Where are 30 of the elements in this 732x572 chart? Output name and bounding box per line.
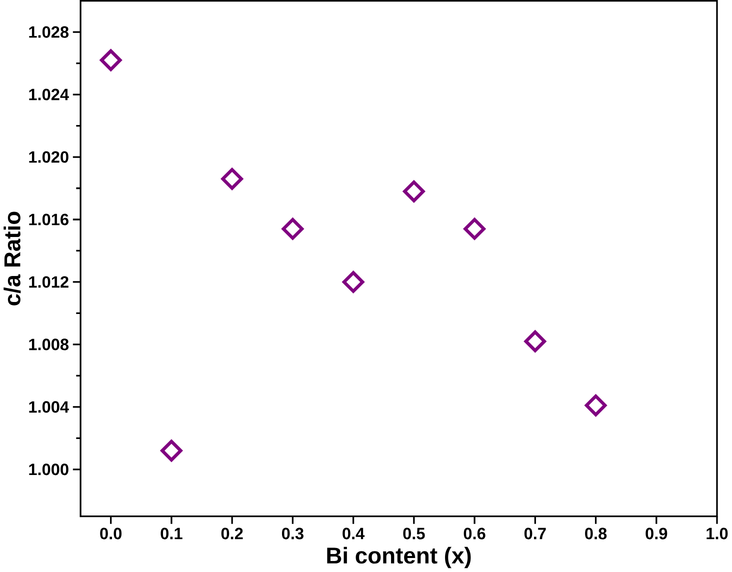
point [100, 49, 122, 72]
x-tick-label: 0.9 [646, 528, 668, 540]
point [584, 394, 607, 416]
y-tick-label: 1.020 [29, 151, 68, 163]
point [221, 168, 243, 190]
y-tick-label: 1.016 [29, 214, 68, 226]
x-tick-label: 0.2 [221, 528, 243, 540]
y-tick-label: 1.004 [29, 401, 69, 413]
point [282, 218, 304, 240]
point [464, 218, 486, 240]
y-axis-title: c/a Ratio [4, 212, 21, 306]
y-tick-label: 1.024 [29, 88, 69, 100]
x-tick-label: 0.3 [282, 528, 304, 540]
y-tick-label: 1.012 [29, 276, 68, 288]
x-tick-label: 1.0 [706, 528, 728, 540]
x-tick-label: 0.4 [342, 528, 365, 540]
x-tick-label: 0.5 [403, 528, 425, 540]
y-tick-label: 1.000 [29, 464, 68, 476]
point [524, 330, 546, 352]
point [160, 440, 182, 462]
x-tick-label: 0.8 [585, 528, 607, 540]
y-tick-label: 1.028 [29, 26, 69, 38]
x-tick-label: 0.7 [524, 528, 546, 540]
point [342, 271, 364, 293]
x-tick-label: 0.0 [100, 528, 122, 540]
x-tick-label: 0.6 [464, 528, 486, 540]
x-tick-label: 0.1 [160, 528, 182, 540]
point [403, 180, 425, 202]
x-axis-title: Bi content (x) [327, 546, 471, 568]
y-tick-label: 1.008 [29, 338, 69, 350]
